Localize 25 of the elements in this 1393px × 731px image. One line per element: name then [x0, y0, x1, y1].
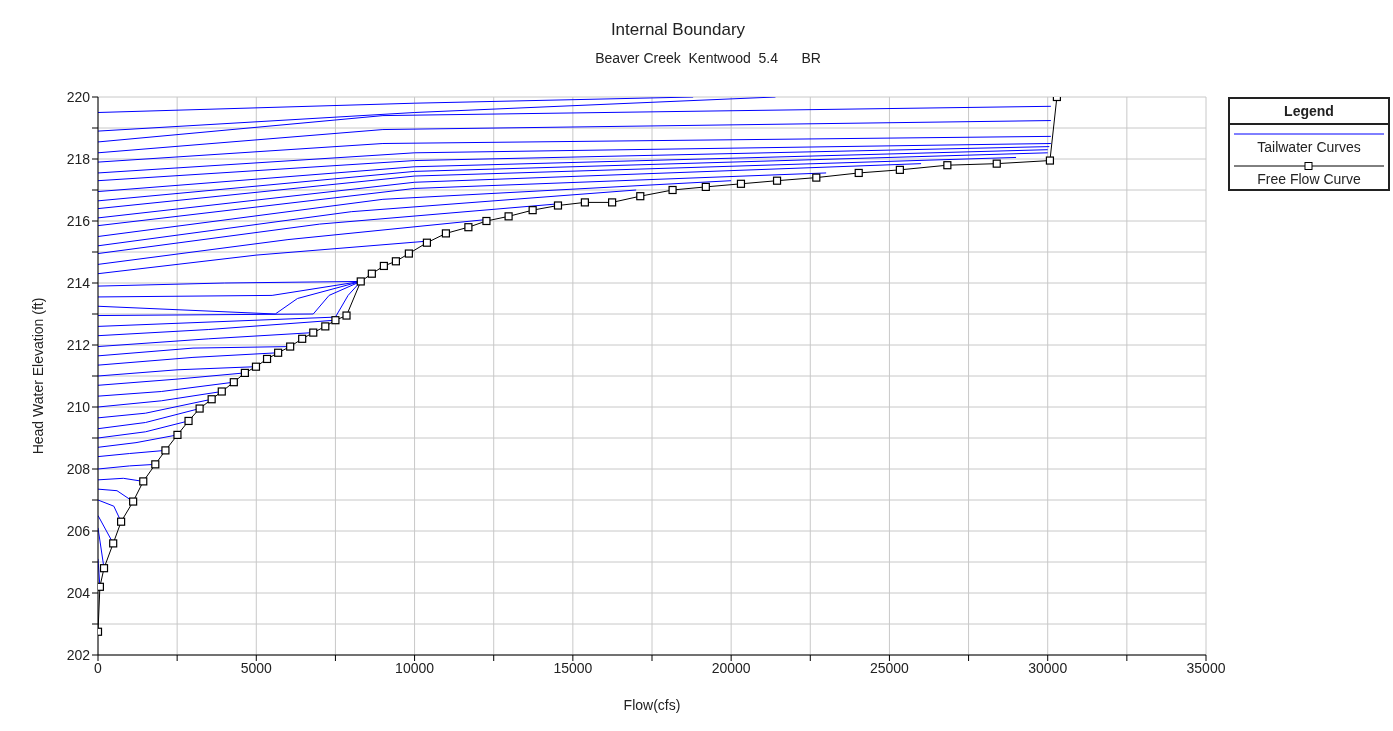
- text: Tailwater Curves: [1256, 139, 1362, 155]
- y-tick-label: 202: [66, 646, 91, 663]
- legend-title: Legend: [1230, 99, 1388, 125]
- y-tick-label: 218: [66, 150, 91, 167]
- y-tick-label: 214: [66, 274, 91, 291]
- y-tick-label: 220: [66, 88, 91, 105]
- x-tick-label: 5000: [240, 659, 273, 676]
- x-tick-label: 20000: [711, 659, 751, 676]
- y-axis-title: Head Water Elevation (ft): [29, 297, 46, 455]
- chart-subtitle: Beaver Creek Kentwood 5.4 BR: [594, 50, 822, 66]
- x-tick-label: 0: [94, 659, 103, 676]
- y-tick-label: 204: [66, 584, 91, 601]
- x-tick-label: 15000: [553, 659, 593, 676]
- y-tick-label: 216: [66, 212, 91, 229]
- x-tick-label: 30000: [1028, 659, 1068, 676]
- x-axis-title: Flow(cfs): [623, 697, 681, 713]
- legend-label: Free Flow Curve: [1256, 171, 1362, 187]
- y-tick-label: 208: [66, 460, 91, 477]
- x-tick-label: 25000: [869, 659, 910, 676]
- y-tick-label: 210: [66, 398, 91, 415]
- x-tick-label: 10000: [395, 659, 435, 676]
- y-tick-label: 206: [66, 522, 91, 539]
- x-tick-label: 35000: [1186, 659, 1226, 676]
- y-tick-label: 212: [66, 336, 91, 353]
- chart-title: Internal Boundary: [609, 20, 747, 40]
